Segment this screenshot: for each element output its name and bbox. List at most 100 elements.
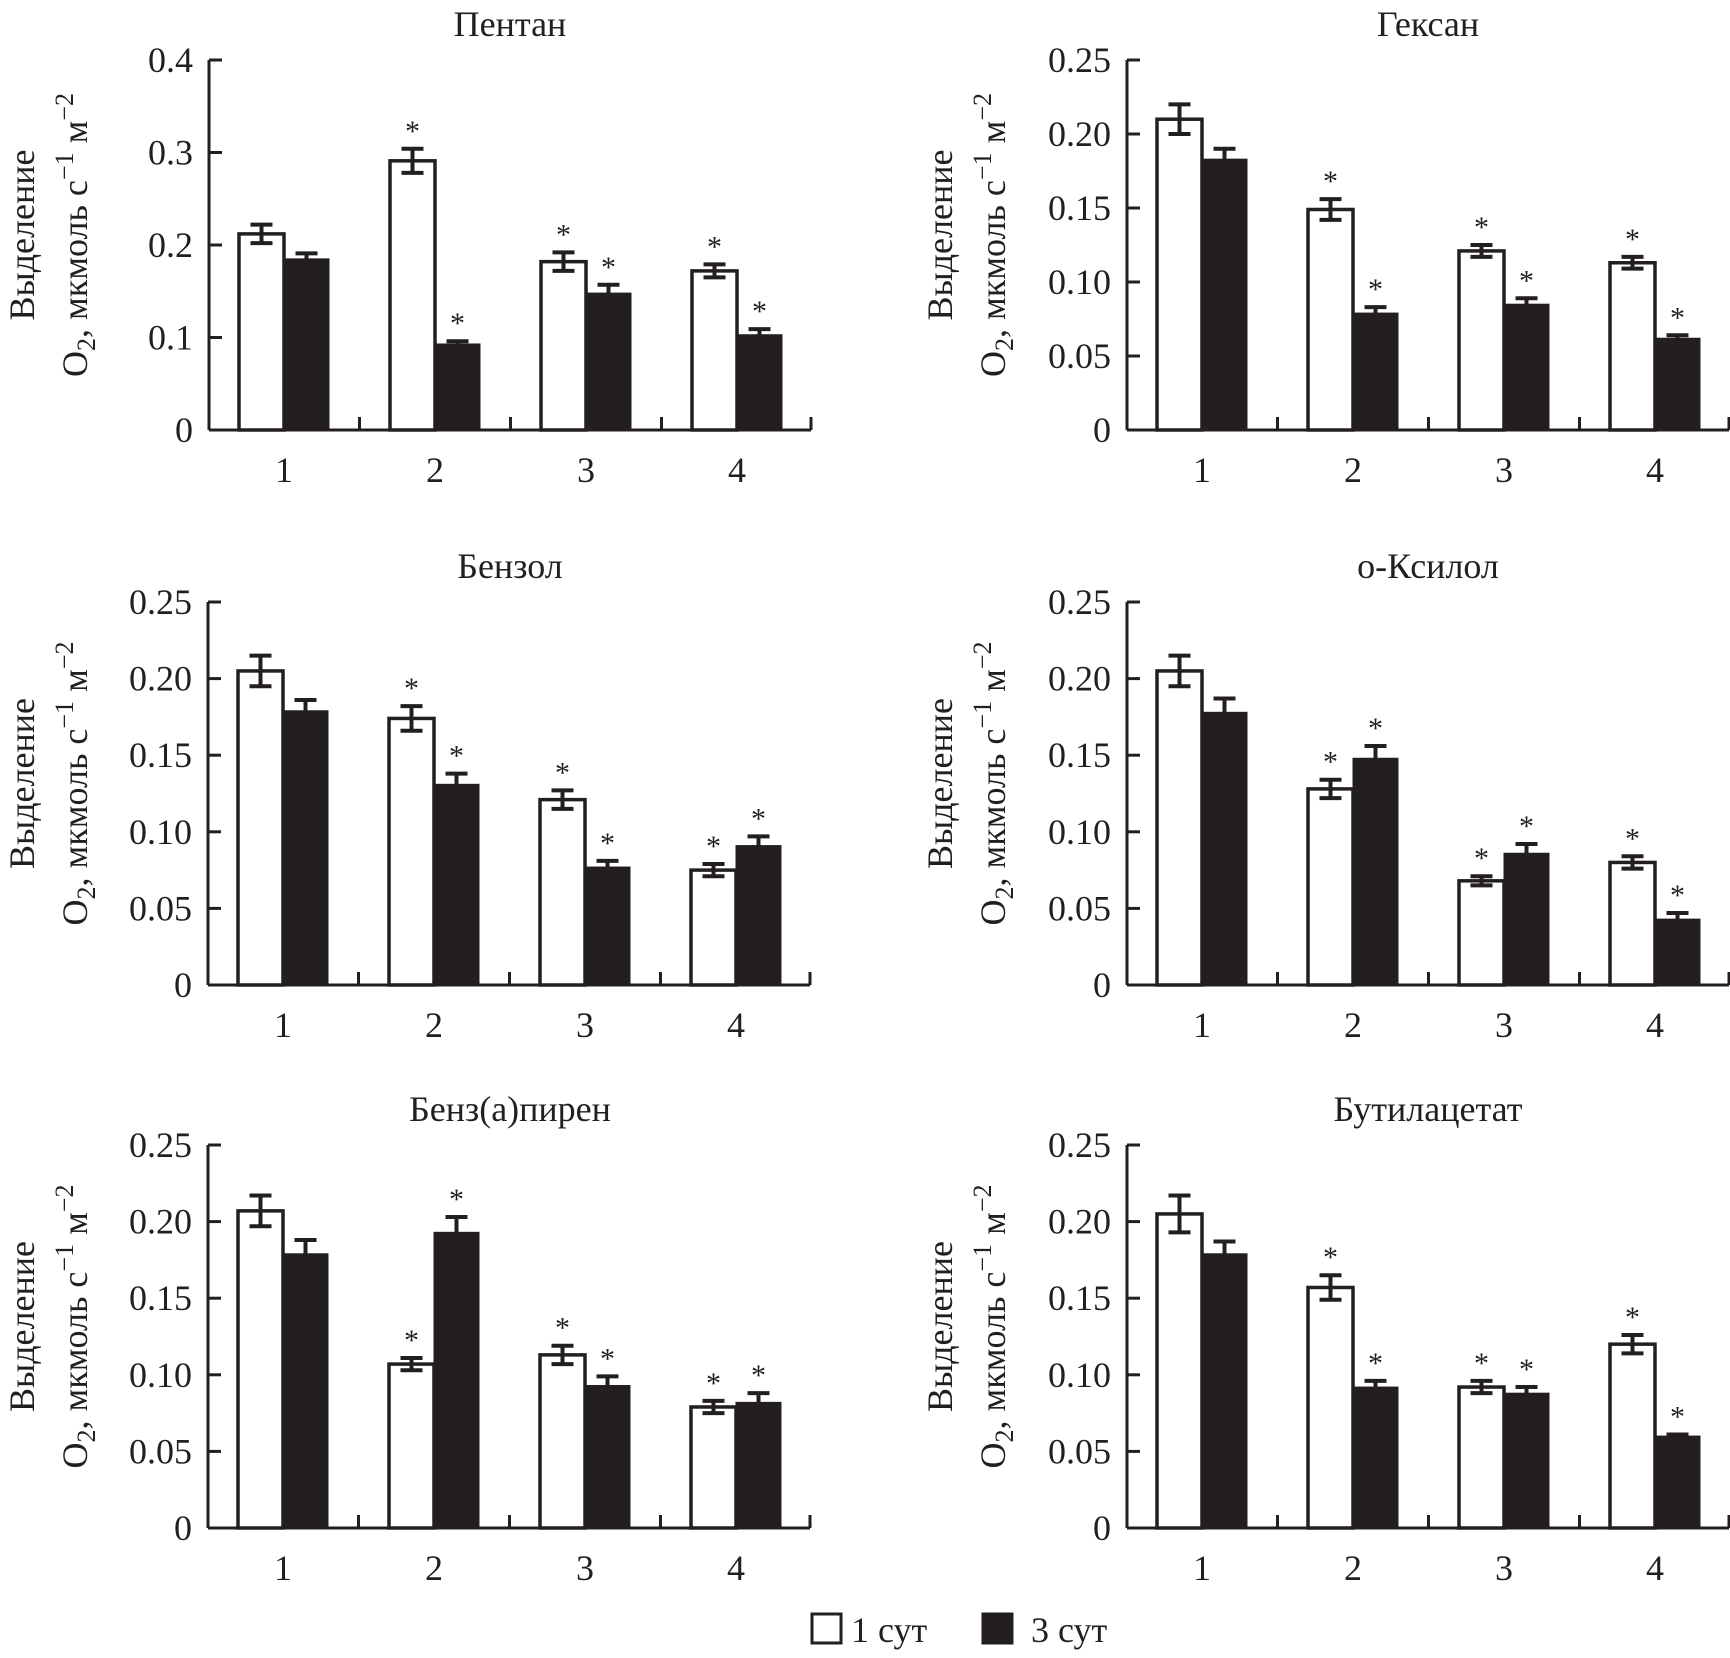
significance-marker: * [1474,1347,1489,1380]
x-tick-label: 1 [1193,1548,1211,1588]
y-tick-label: 0.25 [129,1125,192,1165]
bar-3-days [584,866,631,986]
bar-1-day [388,159,437,432]
y-tick-label: 0.3 [148,133,193,173]
x-tick-label: 4 [1646,450,1664,490]
bar-1-day [689,868,738,987]
x-tick-label: 4 [727,1548,745,1588]
y-tick-label: 0.25 [1048,1125,1111,1165]
y-tick-label: 0.10 [129,812,192,852]
y-tick-label: 0.15 [1048,188,1111,228]
x-tick-label: 3 [576,1005,594,1045]
y-axis-label-line-2: O2, мкмоль с−1 м−2 [968,641,1019,925]
y-tick-label: 0.20 [129,1202,192,1242]
y-tick-label: 0 [1093,1508,1111,1548]
chart-title: Бензол [457,546,562,586]
legend-swatch-3-days [981,1612,1014,1645]
y-tick-label: 0 [1093,965,1111,1005]
significance-marker: * [1519,264,1534,297]
y-tick-label: 0.05 [1048,888,1111,928]
y-tick-label: 0.05 [1048,336,1111,376]
y-axis-label-line-2: O2, мкмоль с−1 м−2 [50,1184,101,1468]
bar-1-day [1306,1285,1355,1530]
significance-marker: * [1368,712,1383,745]
significance-marker: * [450,307,465,340]
significance-marker: * [1670,879,1685,912]
significance-marker: * [1474,842,1489,875]
bar-1-day [1306,207,1355,432]
bar-1-day [538,1353,587,1530]
x-tick-label: 2 [1344,1548,1362,1588]
y-tick-label: 0.10 [1048,262,1111,302]
bar-1-day [1608,1342,1657,1530]
x-tick-label: 2 [1344,1005,1362,1045]
legend-swatch-1-day [810,1612,843,1645]
significance-marker: * [555,1312,570,1345]
bar-3-days [1654,337,1701,431]
y-tick-label: 0.10 [1048,1355,1111,1395]
y-axis-label-line-1: Выделение [2,1241,42,1412]
bar-1-day [236,1209,285,1530]
bar-1-day [1608,860,1657,987]
y-axis-label-line-2: O2, мкмоль с−1 м−2 [968,93,1019,377]
significance-marker: * [1323,165,1338,198]
significance-marker: * [404,672,419,705]
bar-1-day [1306,787,1355,987]
x-tick-label: 1 [274,1548,292,1588]
y-tick-label: 0.20 [129,659,192,699]
x-tick-label: 2 [425,1005,443,1045]
y-tick-label: 0.15 [1048,1278,1111,1318]
bar-3-days [433,1231,480,1529]
bar-3-days [1352,312,1399,431]
bar-3-days [736,334,783,431]
bar-1-day [237,232,286,432]
x-tick-label: 4 [1646,1548,1664,1588]
x-tick-label: 4 [1646,1005,1664,1045]
bar-3-days [735,845,782,986]
y-tick-label: 0.4 [148,40,193,80]
y-tick-label: 0.25 [1048,582,1111,622]
x-tick-label: 1 [1193,1005,1211,1045]
chart-title: Бенз(а)пирен [409,1089,611,1129]
x-tick-label: 3 [1495,1005,1513,1045]
bar-1-day [538,797,587,987]
x-tick-label: 4 [727,1005,745,1045]
x-tick-label: 3 [576,1548,594,1588]
bar-1-day [690,269,739,432]
significance-marker: * [751,802,766,835]
y-tick-label: 0.25 [129,582,192,622]
significance-marker: * [600,1342,615,1375]
significance-marker: * [1368,273,1383,306]
chart-title: о-Ксилол [1357,546,1499,586]
significance-marker: * [1323,1241,1338,1274]
y-axis-label-line-2: O2, мкмоль с−1 м−2 [50,641,101,925]
significance-marker: * [1368,1347,1383,1380]
y-tick-label: 0.2 [148,225,193,265]
bar-3-days [1503,303,1550,431]
significance-marker: * [404,1324,419,1357]
y-axis-label-line-2: O2, мкмоль с−1 м−2 [968,1184,1019,1468]
bar-3-days [434,343,481,431]
significance-marker: * [600,827,615,860]
bar-3-days [1352,1386,1399,1529]
x-tick-label: 3 [577,450,595,490]
y-tick-label: 0.1 [148,318,193,358]
significance-marker: * [1670,1401,1685,1434]
bar-1-day [387,716,436,987]
significance-marker: * [1323,746,1338,779]
bar-3-days [1201,711,1248,986]
legend: 1 сут 3 сут [810,1610,1108,1650]
bar-1-day [689,1405,738,1530]
y-tick-label: 0 [175,410,193,450]
significance-marker: * [555,756,570,789]
significance-marker: * [1519,810,1534,843]
y-tick-label: 0 [174,1508,192,1548]
bar-3-days [433,783,480,986]
y-axis-label-line-1: Выделение [2,150,42,321]
